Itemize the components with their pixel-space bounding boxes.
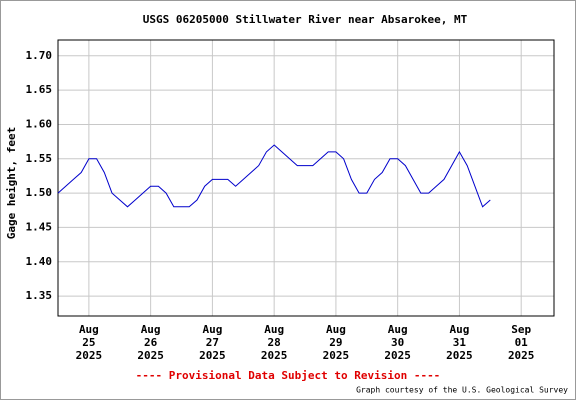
x-tick-label-line: Aug (141, 323, 161, 336)
x-tick-label: Aug 25 2025 (76, 323, 103, 362)
x-tick-label-line: 01 (515, 336, 529, 349)
x-tick-label-line: 2025 (384, 349, 411, 362)
x-tick-label: Aug 28 2025 (261, 323, 288, 362)
x-tick-label-line: 2025 (137, 349, 164, 362)
x-tick-label-line: 2025 (508, 349, 535, 362)
x-tick-label: Aug 30 2025 (384, 323, 411, 362)
x-tick-label-line: 29 (329, 336, 342, 349)
x-tick-label-line: Aug (202, 323, 222, 336)
x-tick-label-line: Aug (388, 323, 408, 336)
y-tick-label: 1.70 (26, 49, 53, 62)
x-tick-label-line: 2025 (76, 349, 103, 362)
y-tick-label: 1.45 (26, 220, 53, 233)
y-tick-label: 1.35 (26, 289, 53, 302)
y-axis-label: Gage height, feet (5, 127, 18, 240)
y-tick-label: 1.55 (26, 152, 53, 165)
x-tick-label-line: Aug (79, 323, 99, 336)
x-tick-label: Sep 01 2025 (508, 323, 535, 362)
x-tick-label: Aug 26 2025 (137, 323, 164, 362)
credit: Graph courtesy of the U.S. Geological Su… (356, 386, 568, 395)
x-tick-label-line: 2025 (323, 349, 350, 362)
x-tick-label-line: Aug (326, 323, 346, 336)
chart-title: USGS 06205000 Stillwater River near Absa… (143, 13, 468, 26)
x-tick-label-line: Sep (511, 323, 531, 336)
x-tick-label-line: Aug (264, 323, 284, 336)
x-tick-label-line: 25 (82, 336, 95, 349)
data-line (57, 144, 491, 208)
x-tick-label: Aug 27 2025 (199, 323, 226, 362)
x-tick-label: Aug 29 2025 (323, 323, 350, 362)
plot-border (57, 39, 555, 317)
x-tick-label-line: 30 (391, 336, 404, 349)
x-tick-label-line: 26 (144, 336, 158, 349)
y-tick-label: 1.40 (26, 255, 53, 268)
y-tick-label: 1.50 (26, 186, 53, 199)
x-tick-label: Aug 31 2025 (446, 323, 473, 362)
x-tick-label-line: 2025 (446, 349, 473, 362)
y-tick-label: 1.60 (26, 117, 53, 130)
x-tick-label-line: 2025 (199, 349, 226, 362)
x-tick-label-line: 28 (268, 336, 281, 349)
x-tick-label-line: Aug (449, 323, 469, 336)
y-tick-label: 1.65 (26, 83, 53, 96)
x-tick-label-line: 2025 (261, 349, 288, 362)
x-tick-label-line: 27 (206, 336, 219, 349)
x-tick-label-line: 31 (453, 336, 467, 349)
footer: ---- Provisional Data Subject to Revisio… (136, 369, 441, 382)
